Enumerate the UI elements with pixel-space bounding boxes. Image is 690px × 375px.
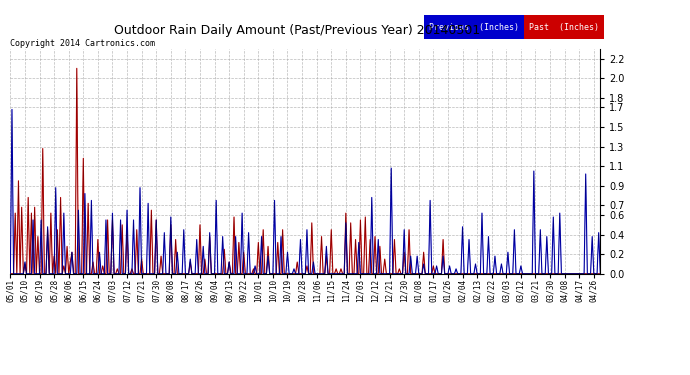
Text: Past  (Inches): Past (Inches) [529, 22, 599, 32]
Text: Copyright 2014 Cartronics.com: Copyright 2014 Cartronics.com [10, 39, 155, 48]
Text: Outdoor Rain Daily Amount (Past/Previous Year) 20140501: Outdoor Rain Daily Amount (Past/Previous… [114, 24, 480, 38]
Text: Previous  (Inches): Previous (Inches) [429, 22, 520, 32]
